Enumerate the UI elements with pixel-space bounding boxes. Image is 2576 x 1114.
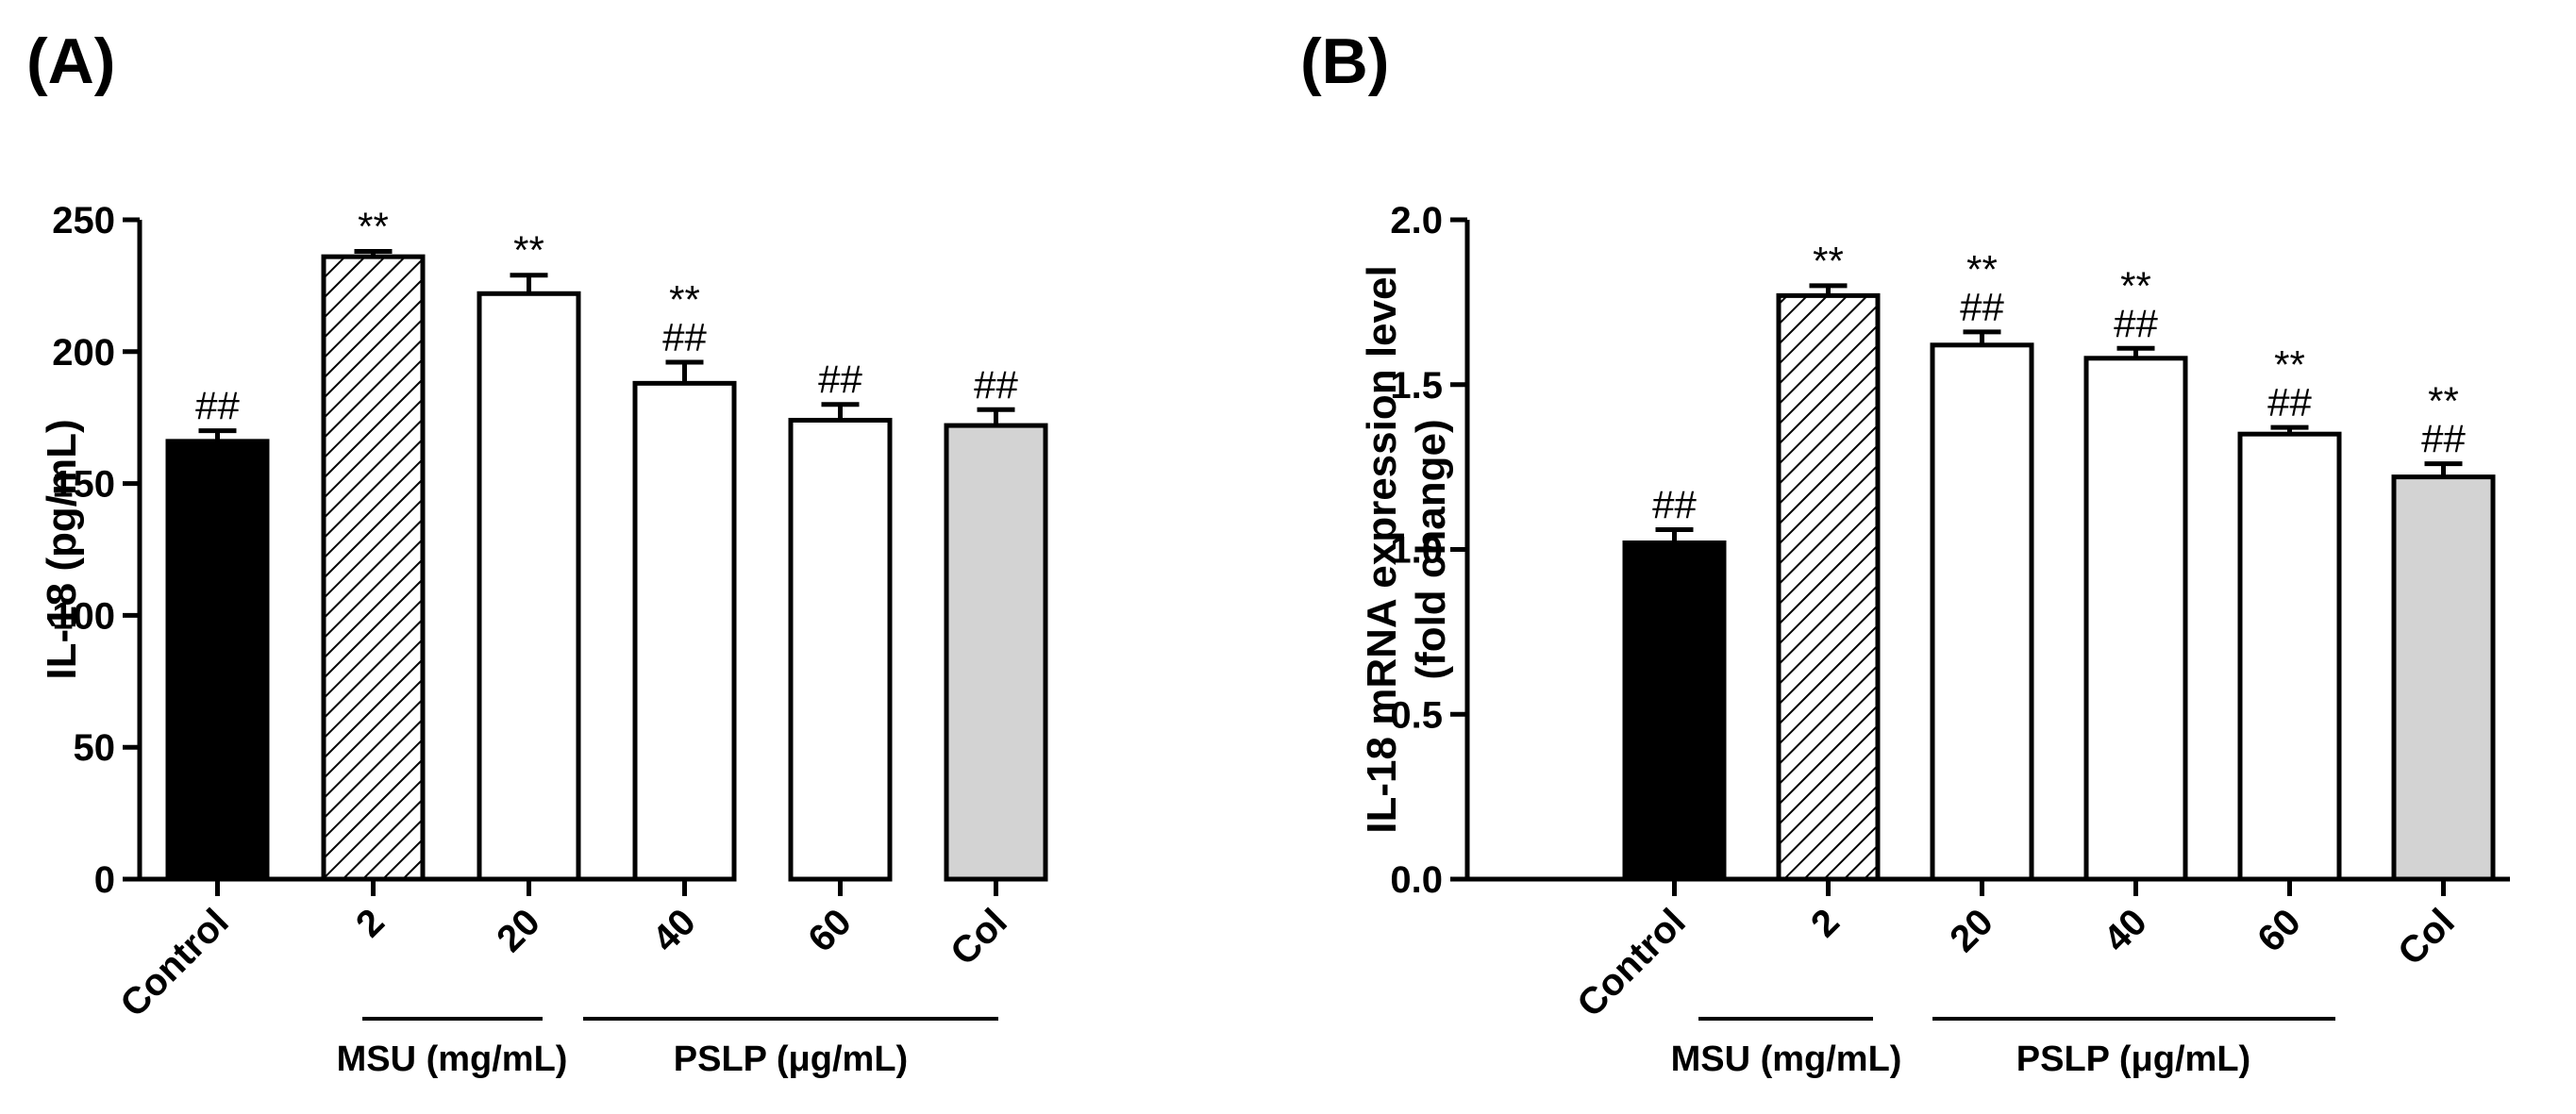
panel-b-bar-2: [1776, 292, 1881, 882]
panel-a-bar-2: [321, 254, 426, 882]
panel-b-bar-40: [2083, 356, 2188, 882]
panel-a-y-tick-label: 0: [94, 859, 115, 901]
panel-b-y-tick-label: 1.5: [1390, 365, 1443, 407]
panel-a-significance-label: **: [669, 277, 700, 322]
panel-b-category-label: Control: [1569, 901, 1694, 1025]
panel-b-significance-label: ##: [2114, 301, 2158, 345]
panel-a-significance-label: ##: [662, 315, 707, 359]
panel-a-category-label: 40: [644, 901, 704, 960]
panel-b-y-tick-label: 0.5: [1390, 694, 1443, 736]
panel-b-significance-label: ##: [2267, 380, 2312, 424]
panel-a-category-label: 2: [348, 901, 393, 945]
panel-b-y-tick-label: 1.0: [1390, 530, 1443, 572]
panel-a-y-tick-label: 250: [52, 200, 115, 241]
panel-b-significance-label: **: [1813, 239, 1844, 283]
panel-a-y-tick-label: 100: [52, 595, 115, 637]
panel-b-significance-label: **: [2274, 342, 2305, 387]
panel-a-y-tick-label: 50: [74, 727, 116, 769]
panel-a-significance-label: ##: [818, 357, 862, 402]
panel-a-category-label: Col: [943, 901, 1015, 973]
panel-b-significance-label: ##: [1960, 285, 2004, 329]
panel-b-bar-60: [2237, 431, 2342, 882]
panel-a-bar-20: [477, 291, 581, 882]
panel-b-y-tick-label: 2.0: [1390, 200, 1443, 241]
panel-b-y-tick-label: 0.0: [1390, 859, 1443, 901]
panel-a-bar-col: [944, 423, 1048, 882]
panel-a-significance-label: ##: [195, 384, 240, 428]
panel-b-group-label: MSU (mg/mL): [1671, 1039, 1902, 1079]
panel-a-category-label: 60: [800, 901, 860, 960]
panel-a-y-tick-label: 200: [52, 332, 115, 374]
panel-b-bar-20: [1930, 342, 2034, 882]
panel-b-y-axis-title: IL-18 mRNA expression level: [1359, 265, 1405, 833]
panel-a-category-label: 20: [489, 901, 548, 960]
panel-b-label: (B): [1300, 25, 1389, 97]
panel-a-y-axis-title: IL-18 (pg/mL): [39, 419, 85, 679]
panel-b-category-label: 60: [2250, 901, 2309, 960]
panel-b-significance-label: ##: [1652, 483, 1697, 527]
panel-b-significance-label: **: [2428, 379, 2459, 424]
panel-b-significance-label: ##: [2421, 417, 2466, 461]
panel-a-bar-control: [165, 439, 270, 882]
panel-a-group-label: PSLP (μg/mL): [674, 1039, 908, 1079]
panel-b-significance-label: **: [2120, 263, 2151, 308]
panel-a-significance-label: **: [358, 205, 389, 249]
panel-a-y-tick-label: 150: [52, 464, 115, 506]
panel-b-group-label: PSLP (μg/mL): [2016, 1039, 2250, 1079]
panel-b-bar-control: [1622, 540, 1727, 882]
panel-b-category-label: 40: [2096, 901, 2155, 960]
panel-a-bar-60: [788, 417, 893, 882]
panel-b-category-label: Col: [2390, 901, 2463, 973]
panel-b-bar-col: [2391, 474, 2496, 882]
panel-b-category-label: 20: [1942, 901, 2001, 960]
panel-b-category-label: 2: [1803, 901, 1848, 945]
panel-a-group-label: MSU (mg/mL): [337, 1039, 568, 1079]
panel-a-significance-label: **: [513, 228, 544, 273]
panel-a-label: (A): [26, 25, 115, 97]
panel-b-significance-label: **: [1966, 247, 1998, 291]
panel-b-y-axis-title: (fold change): [1408, 419, 1454, 679]
panel-a-category-label: Control: [112, 901, 237, 1025]
panel-a-bar-40: [632, 380, 737, 882]
panel-a-significance-label: ##: [974, 362, 1018, 407]
